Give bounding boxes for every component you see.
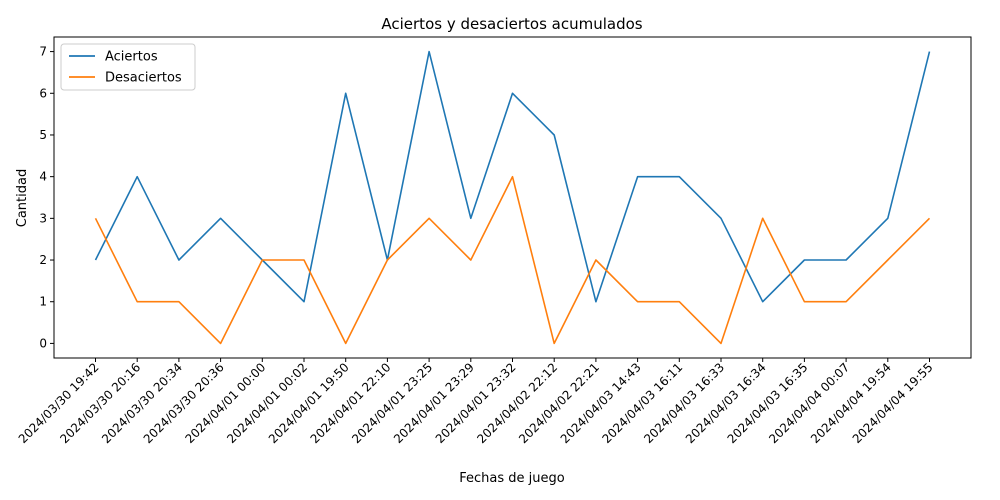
y-tick-label: 1 xyxy=(39,295,47,309)
y-tick-label: 2 xyxy=(39,253,47,267)
legend-label-desaciertos: Desaciertos xyxy=(105,71,182,86)
y-tick-label: 7 xyxy=(39,45,47,59)
legend-label-aciertos: Aciertos xyxy=(105,50,158,65)
y-tick-label: 3 xyxy=(39,211,47,225)
chart-title: Aciertos y desaciertos acumulados xyxy=(381,15,642,33)
legend: Aciertos Desaciertos xyxy=(60,43,196,91)
y-tick-label: 6 xyxy=(39,86,47,100)
series-line-desaciertos xyxy=(94,175,931,345)
plot-frame xyxy=(53,36,972,359)
y-tick-label: 0 xyxy=(39,336,47,350)
y-axis-title: Cantidad xyxy=(15,169,30,227)
y-tick-label: 5 xyxy=(39,128,47,142)
x-axis-title: Fechas de juego xyxy=(459,471,565,486)
y-tick-label: 4 xyxy=(39,170,47,184)
